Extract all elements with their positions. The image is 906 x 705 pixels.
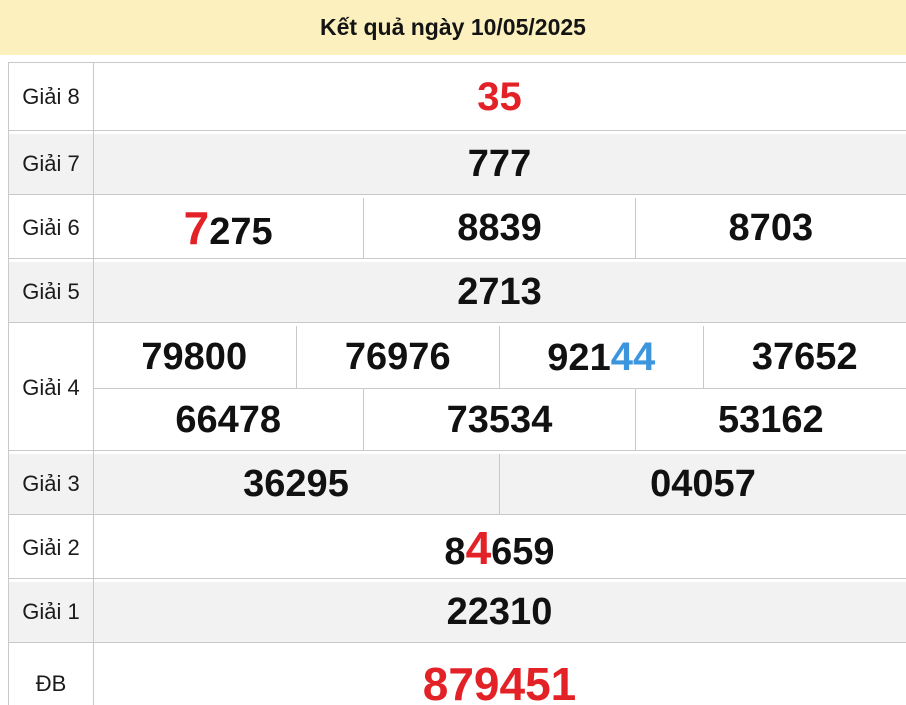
prize-row-giai-2: Giải 2 84659 bbox=[9, 518, 906, 579]
prize-number: 2713 bbox=[457, 273, 542, 311]
prize-line: 22310 bbox=[93, 582, 906, 642]
prize-number: 7275 bbox=[184, 205, 273, 251]
results-table: Giải 8 35 Giải 7 777 Giải 6 7275 8839 8703 Giải … bbox=[8, 62, 906, 705]
number-segment: 73534 bbox=[446, 398, 553, 441]
number-segment: 7 bbox=[183, 202, 210, 254]
prize-label-giai-2: Giải 2 bbox=[22, 535, 80, 560]
number-segment: 04057 bbox=[650, 463, 756, 505]
prize-line: 66478 73534 53162 bbox=[93, 388, 906, 450]
number-segment: 2713 bbox=[457, 271, 542, 313]
prize-values-giai-4: 79800 76976 92144 37652 66478 73534 53162 bbox=[93, 326, 906, 450]
number-cell: 37652 bbox=[702, 326, 906, 388]
number-segment: 53162 bbox=[717, 398, 824, 441]
prize-row-giai-3: Giải 3 36295 04057 bbox=[9, 454, 906, 515]
prize-line: 2713 bbox=[93, 262, 906, 322]
prize-number: 35 bbox=[477, 77, 522, 117]
number-segment: 921 bbox=[547, 337, 611, 379]
number-cell: 76976 bbox=[295, 326, 500, 388]
number-segment: 37652 bbox=[751, 336, 858, 378]
prize-label-giai-5: Giải 5 bbox=[22, 279, 80, 304]
prize-line: 879451 bbox=[93, 646, 906, 705]
prize-label-db: ĐB bbox=[35, 670, 67, 696]
prize-number: 84659 bbox=[444, 525, 554, 571]
prize-label-giai-8: Giải 8 bbox=[22, 83, 80, 109]
prize-number: 66478 bbox=[175, 401, 281, 439]
prize-number: 8703 bbox=[729, 209, 814, 247]
prize-number: 8839 bbox=[457, 209, 542, 247]
prize-number: 76976 bbox=[345, 338, 451, 376]
prize-values-giai-7: 777 bbox=[93, 134, 906, 194]
number-cell: 92144 bbox=[499, 326, 703, 388]
prize-number: 92144 bbox=[547, 337, 655, 377]
number-segment: 8 bbox=[444, 531, 466, 573]
prize-number: 04057 bbox=[650, 465, 756, 503]
number-segment: 44 bbox=[610, 335, 656, 379]
prize-number: 73534 bbox=[447, 401, 553, 439]
prize-row-giai-8: Giải 8 35 bbox=[9, 63, 906, 131]
prize-number: 79800 bbox=[141, 338, 247, 376]
number-cell: 79800 bbox=[93, 326, 296, 388]
prize-line: 84659 bbox=[93, 518, 906, 578]
number-cell: 777 bbox=[93, 134, 906, 194]
number-cell: 73534 bbox=[363, 389, 634, 450]
number-segment: 79800 bbox=[141, 336, 248, 378]
number-cell: 2713 bbox=[93, 262, 906, 322]
number-segment: 275 bbox=[209, 211, 273, 253]
prize-number: 879451 bbox=[423, 661, 577, 705]
prize-line: 79800 76976 92144 37652 bbox=[93, 326, 906, 388]
number-segment: 35 bbox=[477, 74, 522, 119]
prize-values-giai-6: 7275 8839 8703 bbox=[93, 198, 906, 258]
prize-values-giai-2: 84659 bbox=[93, 518, 906, 578]
prize-line: 35 bbox=[93, 63, 906, 130]
prize-values-db: 879451 bbox=[93, 646, 906, 705]
number-segment: 66478 bbox=[175, 398, 281, 441]
prize-values-giai-1: 22310 bbox=[93, 582, 906, 642]
number-segment: 4 bbox=[465, 522, 492, 574]
number-segment: 22310 bbox=[446, 591, 553, 633]
prize-values-giai-3: 36295 04057 bbox=[93, 454, 906, 514]
prize-label-giai-1: Giải 1 bbox=[22, 599, 80, 624]
prize-row-giai-6: Giải 6 7275 8839 8703 bbox=[9, 198, 906, 259]
number-cell: 53162 bbox=[634, 389, 906, 450]
number-cell: 84659 bbox=[93, 518, 906, 578]
prize-line: 7275 8839 8703 bbox=[93, 198, 906, 258]
number-cell: 36295 bbox=[93, 454, 499, 514]
prize-row-giai-4: Giải 4 79800 76976 92144 37652 66478 73534 5316… bbox=[9, 326, 906, 451]
number-cell: 22310 bbox=[93, 582, 906, 642]
prize-row-giai-5: Giải 5 2713 bbox=[9, 262, 906, 323]
number-cell: 7275 bbox=[93, 198, 363, 258]
prize-line: 777 bbox=[93, 134, 906, 194]
prize-row-giai-7: Giải 7 777 bbox=[9, 134, 906, 195]
results-title: Kết quả ngày 10/05/2025 bbox=[320, 14, 586, 40]
prize-values-giai-8: 35 bbox=[93, 63, 906, 130]
prize-number: 36295 bbox=[243, 465, 349, 503]
number-cell: 8839 bbox=[363, 198, 634, 258]
prize-values-giai-5: 2713 bbox=[93, 262, 906, 322]
number-segment: 8839 bbox=[457, 207, 542, 249]
prize-row-db: ĐB 879451 bbox=[9, 646, 906, 705]
number-cell: 66478 bbox=[93, 389, 363, 450]
prize-number: 37652 bbox=[752, 338, 858, 376]
number-cell: 879451 bbox=[93, 646, 906, 705]
prize-label-giai-4: Giải 4 bbox=[22, 375, 80, 400]
prize-number: 777 bbox=[468, 145, 531, 183]
number-segment: 659 bbox=[491, 531, 555, 573]
number-segment: 879451 bbox=[422, 657, 577, 705]
prize-number: 53162 bbox=[718, 401, 824, 439]
number-cell: 04057 bbox=[499, 454, 906, 514]
prize-number: 22310 bbox=[447, 593, 553, 631]
prize-row-giai-1: Giải 1 22310 bbox=[9, 582, 906, 643]
prize-label-giai-3: Giải 3 bbox=[22, 471, 80, 496]
results-header: Kết quả ngày 10/05/2025 bbox=[0, 0, 906, 55]
number-segment: 8703 bbox=[728, 207, 814, 249]
number-segment: 76976 bbox=[344, 336, 451, 378]
number-cell: 8703 bbox=[634, 198, 906, 258]
prize-label-giai-7: Giải 7 bbox=[22, 151, 80, 176]
prize-label-giai-6: Giải 6 bbox=[22, 215, 80, 240]
number-segment: 36295 bbox=[243, 463, 349, 505]
number-cell: 35 bbox=[93, 63, 906, 130]
prize-line: 36295 04057 bbox=[93, 454, 906, 514]
number-segment: 777 bbox=[467, 143, 532, 185]
